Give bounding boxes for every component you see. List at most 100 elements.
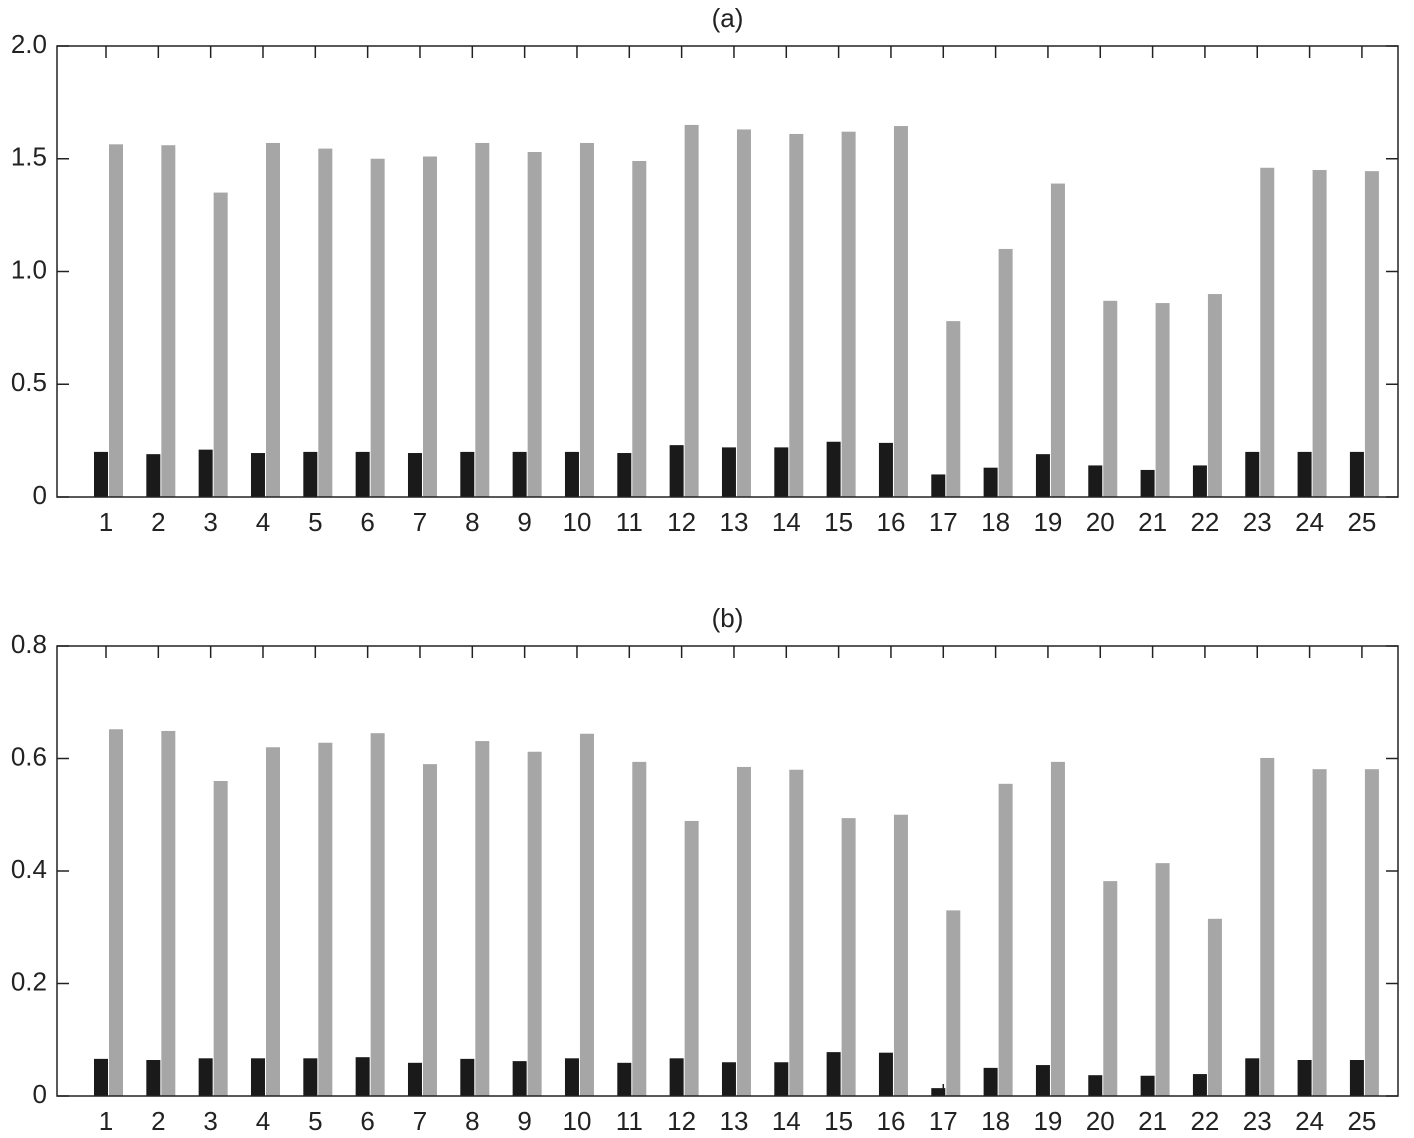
bar [198,449,213,497]
bar [1364,769,1379,1096]
y-tick-label: 0.8 [11,629,47,659]
x-tick-label: 22 [1190,1106,1219,1136]
x-tick-label: 23 [1243,1106,1272,1136]
bar [161,730,176,1096]
bar [250,453,265,497]
bar [250,1058,265,1096]
bar [161,145,176,497]
bar [946,910,961,1096]
bar [1297,1060,1312,1096]
x-tick-label: 11 [616,507,643,537]
bar [841,131,856,497]
x-tick-label: 12 [667,507,696,537]
bar [1312,769,1327,1096]
bar [1192,465,1207,497]
bar [1207,294,1222,497]
x-tick-label: 25 [1347,507,1376,537]
bar [1260,757,1275,1096]
x-tick-label: 15 [824,507,853,537]
y-tick-label: 0 [33,1079,47,1109]
bar [721,447,736,497]
x-tick-label: 1 [99,1106,113,1136]
bar [355,1057,370,1096]
bar [1088,465,1103,497]
x-tick-label: 16 [876,1106,905,1136]
bar [370,158,385,497]
bar [564,1058,579,1096]
bar [841,818,856,1096]
x-tick-label: 19 [1033,1106,1062,1136]
bar [736,129,751,497]
bar [460,1058,475,1096]
bar [1155,303,1170,497]
x-tick-label: 14 [772,1106,801,1136]
x-tick-label: 17 [929,1106,958,1136]
bar [983,1067,998,1096]
bar [1260,167,1275,497]
bar [109,729,123,1096]
y-tick-label: 0 [33,480,47,510]
bar [527,151,542,498]
x-tick-label: 3 [203,1106,217,1136]
bar [1035,1065,1050,1096]
bar [774,1062,789,1096]
bar [265,142,280,497]
y-tick-label: 0.4 [11,854,47,884]
bar [564,451,579,497]
bar [146,454,161,497]
bar [946,321,961,497]
y-tick-label: 0.2 [11,966,47,996]
x-tick-label: 17 [929,507,958,537]
bar [94,1058,108,1096]
x-tick-label: 9 [517,1106,531,1136]
x-tick-label: 9 [517,507,531,537]
bar [146,1060,161,1096]
bar [1050,183,1065,497]
x-tick-label: 19 [1033,507,1062,537]
bar [998,783,1013,1096]
bar [1088,1075,1103,1096]
bar [422,764,437,1096]
x-tick-label: 15 [824,1106,853,1136]
x-tick-label: 4 [256,507,270,537]
x-tick-label: 1 [99,507,113,537]
x-tick-label: 24 [1295,1106,1324,1136]
bar [1155,863,1170,1096]
x-tick-label: 12 [667,1106,696,1136]
bar [1245,1058,1260,1096]
x-tick-label: 7 [413,1106,427,1136]
bar [370,733,385,1096]
bar [931,474,946,497]
plot-frame [56,45,1399,498]
x-tick-label: 18 [981,507,1010,537]
x-tick-label: 8 [465,1106,479,1136]
chart-title: (b) [712,603,744,633]
x-tick-label: 23 [1243,507,1272,537]
x-tick-label: 11 [616,1106,643,1136]
bar [878,1052,893,1096]
bar [407,1062,422,1096]
bar [684,820,699,1096]
bar [1192,1074,1207,1096]
x-tick-label: 25 [1347,1106,1376,1136]
x-tick-label: 13 [719,1106,748,1136]
x-tick-label: 14 [772,507,801,537]
x-tick-label: 10 [563,507,592,537]
x-tick-label: 5 [308,1106,322,1136]
bar [407,453,422,497]
bar [1364,171,1379,497]
x-tick-label: 4 [256,1106,270,1136]
bar [303,451,318,497]
bar [475,142,490,497]
x-tick-label: 2 [151,507,165,537]
x-tick-label: 5 [308,507,322,537]
x-tick-label: 16 [876,507,905,537]
bar [1312,170,1327,497]
y-tick-label: 1.0 [11,254,47,284]
bar [721,1062,736,1096]
bar [1349,451,1364,497]
bar [983,467,998,497]
bar [1103,881,1118,1096]
